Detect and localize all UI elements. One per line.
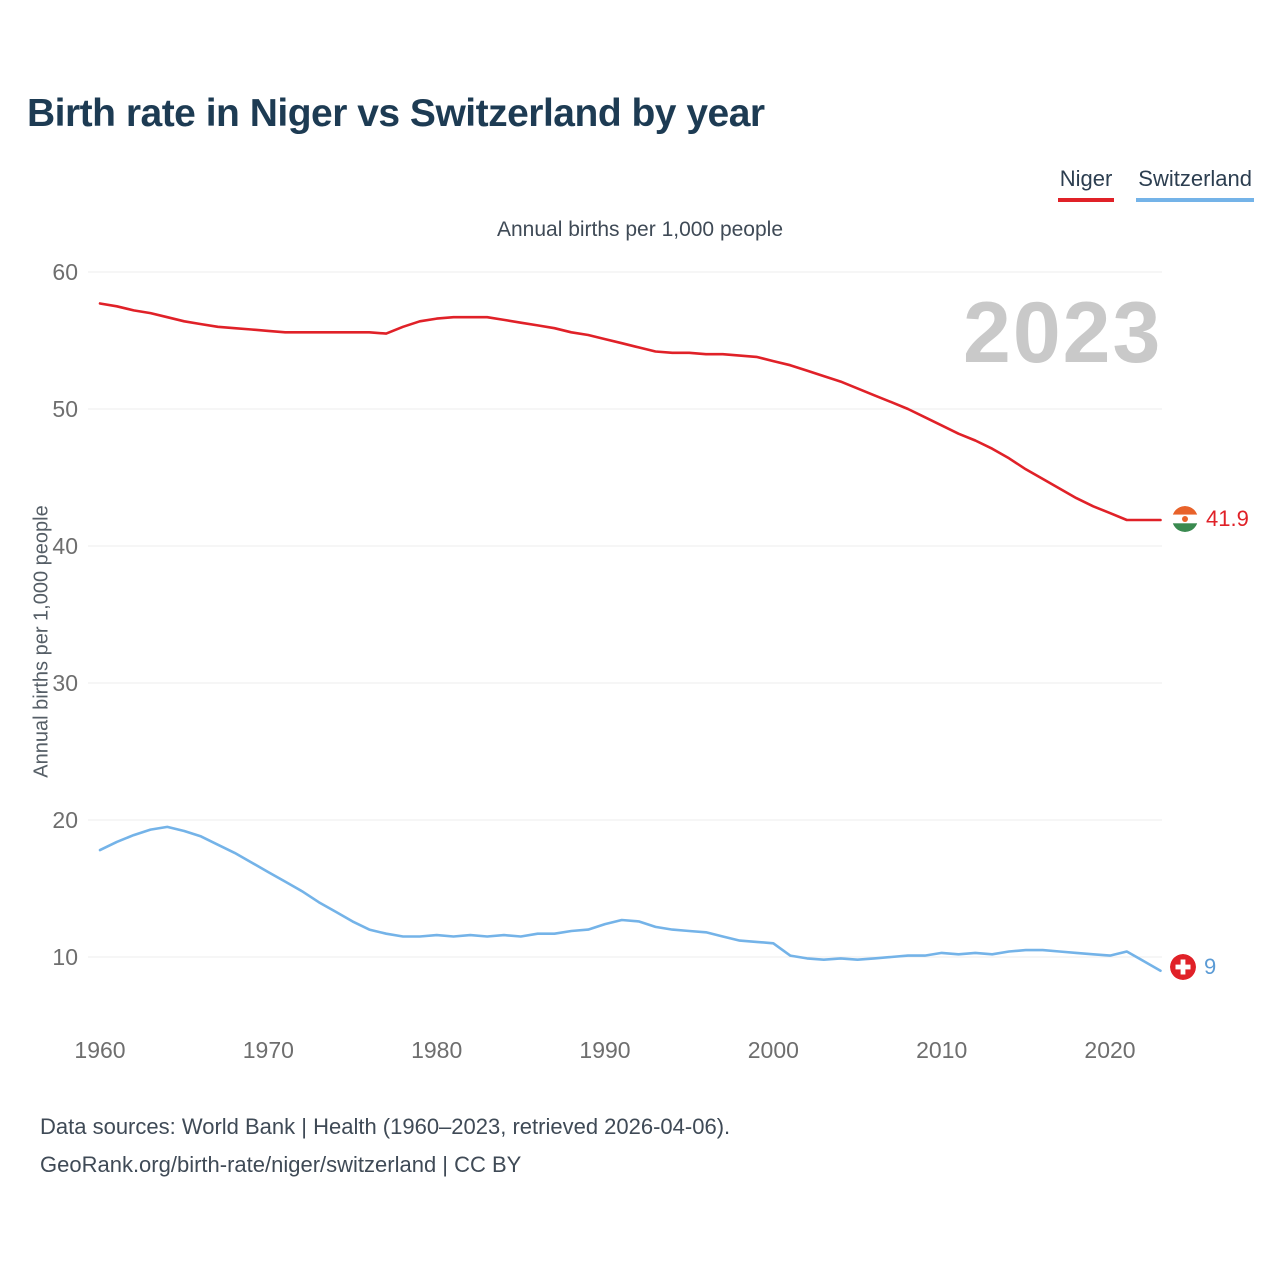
y-tick-label: 60 (52, 259, 78, 285)
series-line-niger[interactable] (98, 302, 1162, 522)
y-tick-label: 30 (52, 670, 78, 696)
niger-end-value: 41.9 (1206, 506, 1249, 531)
switzerland-end-label: 9 (1170, 954, 1216, 980)
switzerland-flag-icon (1170, 954, 1196, 980)
legend-item-niger[interactable]: Niger (1057, 166, 1115, 202)
x-tick-label: 2010 (916, 1037, 967, 1063)
legend-underline-switzerland (1136, 198, 1254, 202)
x-tick-label: 1960 (74, 1037, 125, 1063)
x-tick-label: 2020 (1084, 1037, 1135, 1063)
legend-label-switzerland: Switzerland (1138, 166, 1252, 191)
footer-url-line: GeoRank.org/birth-rate/niger/switzerland… (40, 1152, 522, 1177)
niger-flag-icon (1172, 506, 1198, 532)
footer-source-line: Data sources: World Bank | Health (1960–… (40, 1114, 731, 1139)
x-tick-label: 1970 (243, 1037, 294, 1063)
x-tick-label: 1990 (579, 1037, 630, 1063)
switzerland-end-value: 9 (1204, 954, 1217, 979)
x-tick-label: 1980 (411, 1037, 462, 1063)
x-tick-label: 2000 (748, 1037, 799, 1063)
legend-underline-niger (1057, 198, 1115, 202)
niger-end-label: 41.9 (1172, 506, 1249, 532)
legend-item-switzerland[interactable]: Switzerland (1136, 166, 1254, 202)
year-watermark: 2023 (963, 285, 1163, 381)
y-tick-label: 50 (52, 396, 78, 422)
footer: Data sources: World Bank | Health (1960–… (40, 1108, 730, 1184)
y-tick-label: 20 (52, 807, 78, 833)
legend: Niger Switzerland (1057, 166, 1254, 202)
y-tick-label: 40 (52, 533, 78, 559)
series-line-switzerland[interactable] (98, 825, 1162, 973)
legend-label-niger: Niger (1059, 166, 1113, 191)
y-tick-label: 10 (52, 944, 78, 970)
chart-subtitle: Annual births per 1,000 people (496, 218, 784, 241)
page-title: Birth rate in Niger vs Switzerland by ye… (27, 92, 765, 135)
